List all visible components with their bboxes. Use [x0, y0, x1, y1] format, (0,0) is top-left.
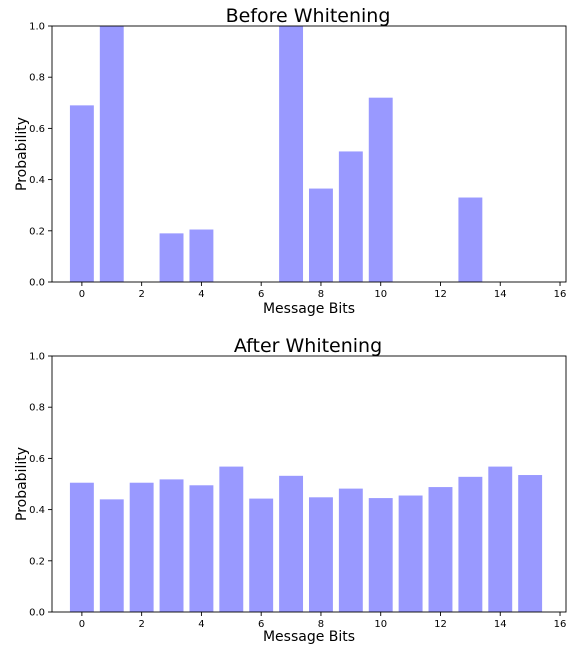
y-tick-label: 0.4 [29, 175, 45, 186]
chart-title: Before Whitening [226, 5, 391, 27]
x-tick-label: 4 [198, 619, 204, 630]
y-tick-label: 0.2 [29, 226, 45, 237]
y-axis-label: Probability [14, 447, 30, 521]
x-tick-label: 14 [494, 619, 507, 630]
y-axis-ticks: 0.0 0.2 0.4 0.6 0.8 1.0 [29, 22, 52, 289]
y-tick-label: 0.0 [29, 608, 45, 619]
y-tick-label: 0.6 [29, 454, 45, 465]
x-tick-label: 16 [554, 289, 567, 300]
bar-1 [99, 26, 124, 282]
x-tick-label: 16 [554, 619, 567, 630]
bar-7 [279, 475, 304, 612]
x-tick-label: 10 [374, 289, 387, 300]
bar-0 [69, 482, 94, 612]
x-tick-label: 2 [138, 619, 144, 630]
bar-9 [338, 488, 363, 612]
y-tick-label: 0.2 [29, 556, 45, 567]
x-tick-label: 0 [79, 619, 85, 630]
y-tick-label: 0.8 [29, 403, 45, 414]
bar-0 [69, 105, 94, 282]
bar-13 [458, 197, 483, 282]
x-tick-label: 8 [318, 619, 324, 630]
x-tick-label: 0 [79, 289, 85, 300]
bar-3 [159, 233, 184, 282]
bar-10 [368, 498, 393, 612]
x-axis-ticks: 0 2 4 6 8 10 12 14 16 [79, 282, 567, 300]
bar-12 [428, 487, 453, 612]
y-axis-label: Probability [14, 117, 30, 191]
bar-7 [279, 26, 304, 282]
bar-3 [159, 479, 184, 612]
bar-4 [189, 485, 214, 612]
bar-10 [368, 97, 393, 283]
x-tick-label: 6 [258, 289, 264, 300]
bar-13 [458, 476, 483, 612]
bar-6 [249, 498, 274, 612]
plot-frame [51, 355, 567, 613]
chart-title: After Whitening [234, 335, 382, 357]
bar-9 [338, 151, 363, 282]
bar-11 [398, 495, 423, 612]
bar-1 [99, 499, 124, 612]
x-tick-label: 10 [374, 619, 387, 630]
x-tick-label: 12 [434, 289, 447, 300]
bar-2 [129, 482, 154, 612]
x-tick-label: 14 [494, 289, 507, 300]
x-tick-label: 2 [138, 289, 144, 300]
bar-group [69, 466, 543, 612]
x-tick-label: 12 [434, 619, 447, 630]
x-tick-label: 6 [258, 619, 264, 630]
chart-panel-after: After Whitening 0.0 0.2 0.4 0.6 0.8 1.0 0 2 4 6 8… [14, 335, 567, 645]
x-axis-label: Message Bits [263, 629, 355, 645]
bar-8 [309, 497, 333, 612]
x-axis-label: Message Bits [263, 301, 355, 317]
y-tick-label: 0.6 [29, 124, 45, 135]
y-axis-ticks: 0.0 0.2 0.4 0.6 0.8 1.0 [29, 352, 52, 619]
y-tick-label: 1.0 [29, 22, 45, 33]
bar-5 [219, 466, 244, 612]
y-tick-label: 1.0 [29, 352, 45, 363]
bar-8 [309, 188, 333, 282]
x-tick-label: 4 [198, 289, 204, 300]
bar-15 [518, 475, 543, 612]
bar-group [69, 26, 483, 283]
y-tick-label: 0.0 [29, 278, 45, 289]
plot-frame [51, 25, 567, 283]
bar-4 [189, 229, 214, 282]
y-tick-label: 0.8 [29, 73, 45, 84]
x-axis-ticks: 0 2 4 6 8 10 12 14 16 [79, 612, 567, 630]
bar-14 [488, 466, 513, 612]
y-tick-label: 0.4 [29, 505, 45, 516]
x-tick-label: 8 [318, 289, 324, 300]
chart-panel-before: Before Whitening 0.0 0.2 0.4 0.6 0.8 1.0 0 2 4 6… [14, 5, 567, 317]
